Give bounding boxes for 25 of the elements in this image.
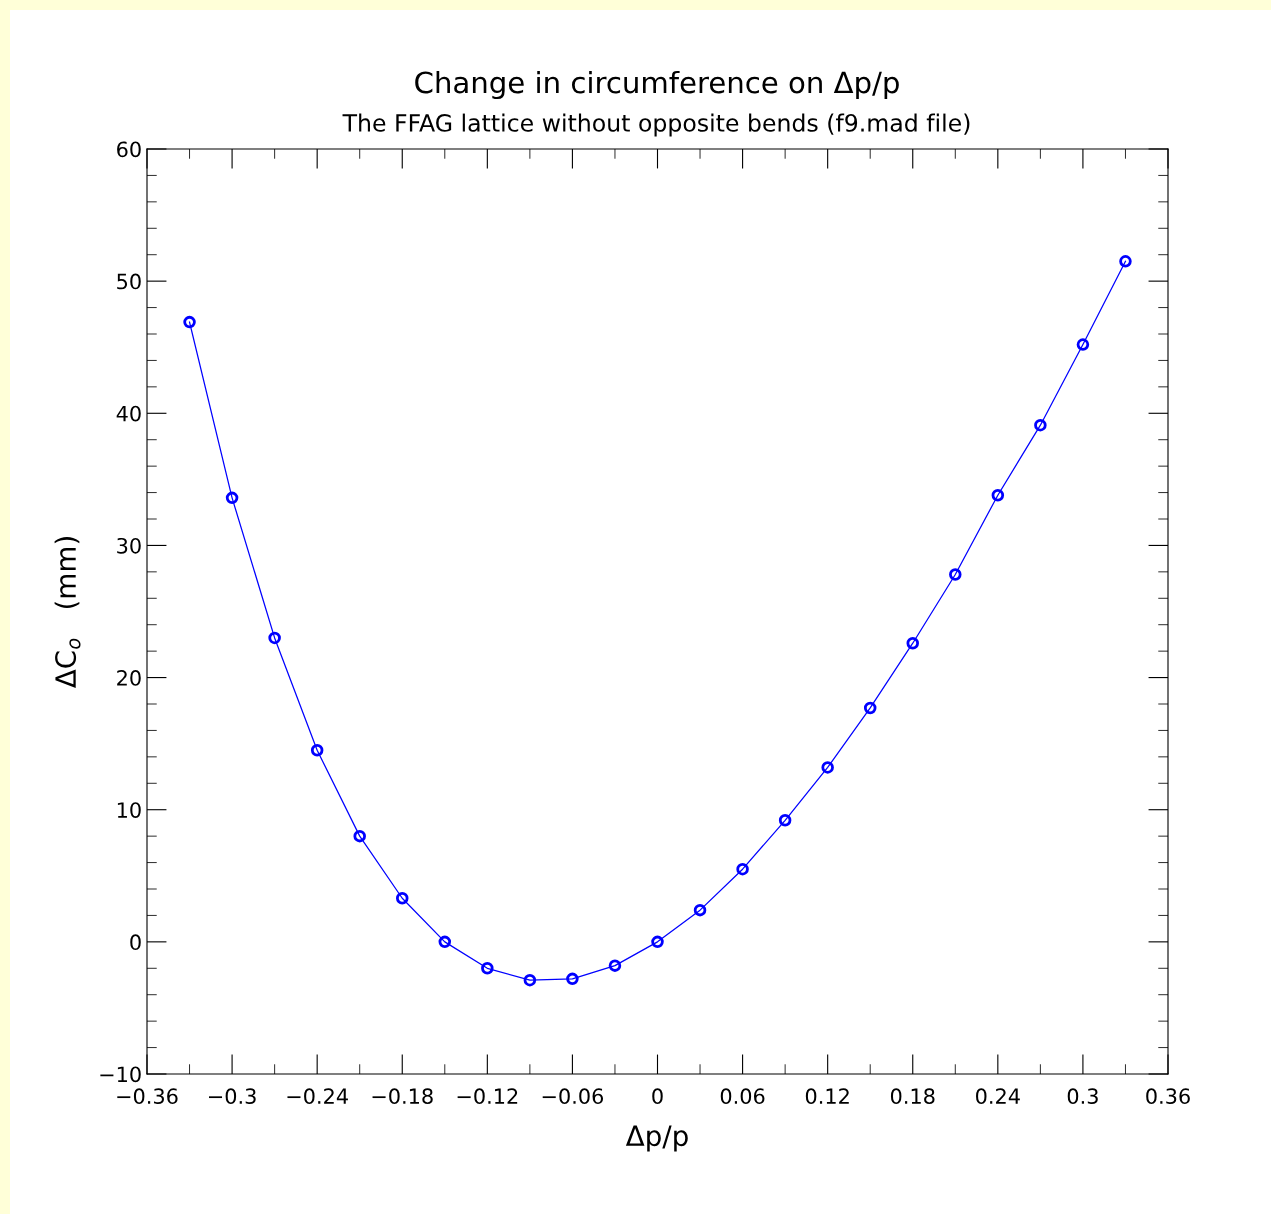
x-tick-label: −0.3 [209,1088,256,1105]
y-tick-label: 40 [116,405,141,422]
x-tick-label: −0.06 [542,1088,604,1105]
x-tick-label: −0.18 [372,1088,433,1105]
x-tick-label: −0.36 [117,1088,178,1105]
y-tick-label: −10 [100,1066,141,1083]
y-tick-label: 60 [117,141,141,158]
chart-title: Change in circumference on Δp/p [415,70,899,100]
y-tick-label: 20 [117,670,141,686]
x-axis-title: Δp/p [625,1125,688,1152]
text: ΔC$_{o}$ (mm) [54,537,81,689]
x-tick-label: 0.24 [976,1088,1020,1105]
x-tick-label: −0.24 [287,1088,348,1105]
x-tick-label: 0.36 [1146,1088,1190,1105]
x-tick-label: −0.12 [457,1088,518,1105]
x-tick-label: 0.3 [1067,1088,1098,1105]
x-tick-label: 0.18 [890,1088,935,1105]
chart-subtitle: The FFAG lattice without opposite bends (f9.mad file) [342,113,970,137]
y-tick-label: 30 [117,537,141,554]
x-tick-label: 0.06 [720,1088,765,1105]
y-tick-label: 10 [117,802,141,818]
y-tick-label: 0 [130,934,141,951]
x-tick-label: 0 [652,1088,663,1105]
x-tick-label: 0.12 [805,1088,849,1105]
y-tick-label: 50 [117,273,141,290]
